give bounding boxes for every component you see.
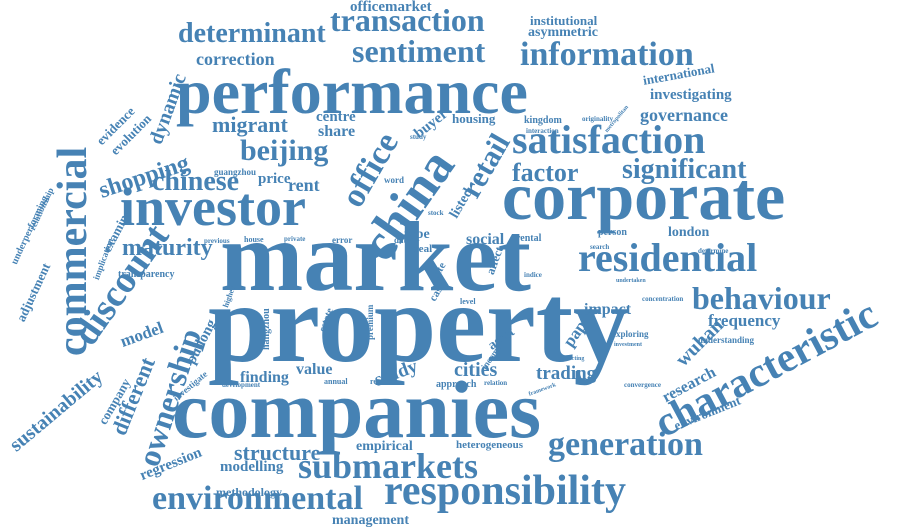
word-cities: cities [454, 359, 498, 381]
word-significant: significant [622, 154, 747, 185]
word-development: development [222, 381, 261, 389]
word-frequency: frequency [708, 311, 781, 330]
word-sentiment: sentiment [352, 33, 486, 69]
word-exploring: exploring [612, 329, 649, 339]
word-understanding: understanding [698, 335, 755, 345]
word-transaction: transaction [330, 2, 485, 38]
word-guangzhou: guangzhou [214, 167, 257, 177]
word-management: management [332, 513, 409, 528]
word-social: social [466, 231, 505, 248]
word-impact: impact [584, 301, 632, 318]
word-study-small: study [410, 133, 427, 141]
word-determine: determine [698, 247, 729, 255]
word-investor: investor [120, 177, 306, 237]
word-satisfaction: satisfaction [512, 117, 706, 162]
word-investigating: investigating [650, 87, 732, 103]
word-information: information [520, 36, 694, 73]
word-finding: finding [240, 369, 289, 386]
word-level: level [460, 297, 476, 306]
word-interaction: interaction [526, 127, 559, 135]
word-approach: approach [436, 379, 477, 390]
word-kingdom: kingdom [524, 115, 562, 126]
word-hangzhou: hangzhou [261, 308, 272, 350]
word-centre: centre [316, 109, 356, 125]
word-migrant: migrant [212, 112, 288, 137]
word-price: price [258, 171, 291, 187]
word-rent: rent [288, 175, 320, 195]
word-undertaken: undertaken [616, 278, 646, 284]
word-model: model [117, 317, 166, 351]
word-house: house [244, 235, 264, 244]
word-residential: residential [578, 235, 758, 280]
word-word: word [384, 175, 404, 185]
word-modelling: modelling [220, 459, 284, 475]
word-annual: annual [324, 377, 348, 386]
word-indice: indice [524, 271, 542, 279]
word-institutional: institutional [530, 13, 598, 28]
word-share: share [318, 123, 356, 140]
word-rental: rental [516, 233, 542, 244]
word-beijing: beijing [240, 134, 329, 167]
word-concentration: concentration [642, 295, 684, 303]
word-housing: housing [452, 111, 496, 126]
word-convergence: convergence [624, 381, 661, 389]
word-previous: previous [204, 237, 230, 245]
word-error: error [332, 235, 353, 245]
word-behaviour: behaviour [692, 280, 831, 316]
word-factor: factor [512, 158, 579, 187]
word-person: person [598, 227, 627, 238]
word-chinese: chinese [152, 166, 240, 197]
word-value: value [296, 361, 333, 378]
word-submarkets: submarkets [298, 446, 479, 486]
word-investment: investment [614, 342, 642, 348]
word-relation: relation [484, 379, 508, 387]
word-trading: trading [536, 363, 597, 384]
word-search: search [590, 243, 610, 251]
word-heterogeneous: heterogeneous [456, 439, 524, 451]
word-performance: performance [176, 56, 528, 127]
word-methodology: methodology [216, 485, 282, 499]
word-premium: premium [365, 304, 375, 340]
word-adjustment: adjustment [13, 260, 54, 324]
word-private: private [284, 235, 306, 243]
word-generation: generation [548, 426, 703, 463]
word-structure: structure [234, 440, 321, 465]
word-asymmetric: asymmetric [528, 25, 598, 40]
word-originality: originality [582, 115, 614, 123]
word-return: return [370, 377, 393, 386]
word-determinant: determinant [178, 18, 326, 49]
word-maturity: maturity [122, 235, 213, 261]
word-market: market [220, 201, 531, 312]
word-corporate: corporate [502, 158, 786, 234]
word-data: data [394, 235, 412, 245]
word-companies: companies [172, 364, 541, 455]
word-type: type [404, 227, 430, 242]
word-environmental: environmental [152, 480, 363, 517]
word-governance: governance [640, 105, 728, 125]
word-affecting: affecting [562, 356, 585, 362]
word-real: real [414, 243, 433, 255]
word-responsibility: responsibility [384, 468, 626, 514]
word-sustainability: sustainability [5, 365, 108, 457]
word-empirical: empirical [356, 439, 413, 454]
word-property: property [208, 262, 629, 386]
word-stock: stock [428, 209, 444, 217]
word-officemarket: officemarket [350, 0, 432, 15]
word-london: london [668, 225, 710, 240]
word-correction: correction [196, 49, 275, 69]
word-transparency: transparency [118, 269, 175, 280]
